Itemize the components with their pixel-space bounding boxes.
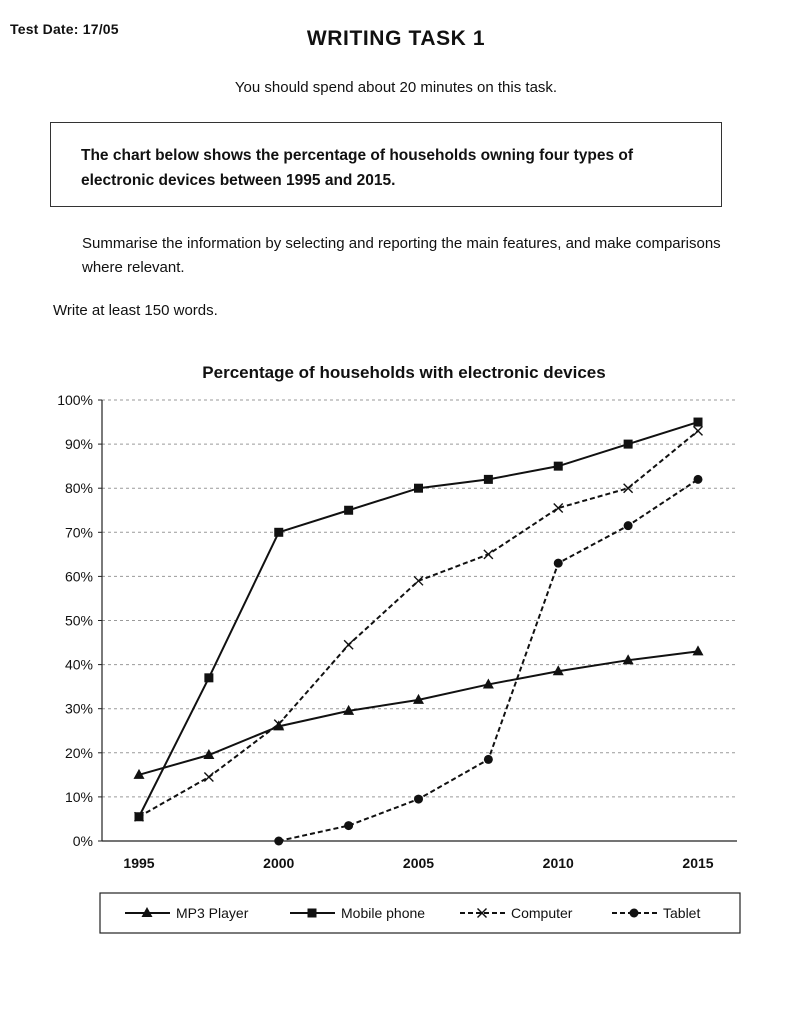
x-marker-stroke [477,908,487,918]
data-point-mp3-player [622,654,634,665]
data-point-tablet [483,754,493,764]
x-tick-label: 1995 [123,855,154,871]
legend-marker [629,908,639,918]
series-tablet [274,474,703,846]
data-point-computer [483,549,494,560]
series-mobile-phone [134,417,703,822]
y-tick-label: 70% [65,524,93,540]
data-point-mobile-phone [204,673,214,683]
x-marker-stroke [134,811,144,822]
data-point-tablet [274,836,284,846]
legend-marker [307,908,317,918]
legend-item-tablet: Tablet [612,905,700,921]
legend-label: Computer [511,905,573,921]
legend-label: Tablet [663,905,700,921]
y-tick-label: 10% [65,789,93,805]
legend-marker [477,908,487,918]
x-marker-stroke [483,549,494,560]
series-line-mobile-phone [138,421,699,818]
data-point-mobile-phone [344,505,354,515]
data-point-tablet [344,821,354,831]
data-point-computer [413,575,424,586]
x-tick-label: 2015 [682,855,713,871]
legend-item-mobile-phone: Mobile phone [290,905,425,921]
series-line-mp3-player [138,650,699,776]
y-tick-label: 50% [65,613,93,629]
data-point-tablet [623,521,633,531]
chart-tick-labels: 0% 10% 20% 30% 40% 50% 60% 70% 80% 90% 100% 1995 200… [57,392,714,871]
data-point-computer [623,483,634,494]
legend-item-mp3-player: MP3 Player [125,905,249,921]
legend-label: Mobile phone [341,905,425,921]
data-point-tablet [693,474,703,484]
data-point-mp3-player [413,693,424,704]
data-point-computer [203,772,214,783]
data-point-tablet [553,558,563,568]
instructions-text: Summarise the information by selecting a… [82,235,721,276]
task-title: WRITING TASK 1 [306,27,486,50]
series-computer [134,425,703,822]
prompt-box: The chart below shows the percentage of … [50,122,722,207]
data-point-mp3-player [343,704,355,715]
x-marker-stroke [203,772,214,783]
y-tick-label: 30% [65,701,93,717]
x-marker-stroke [273,719,284,730]
data-point-computer [693,425,703,436]
x-marker-stroke [343,639,354,650]
y-tick-label: 90% [65,436,93,452]
chart-title: Percentage of households with electronic… [202,363,605,382]
series-mp3-player [133,645,704,779]
data-point-mp3-player [692,645,704,656]
data-point-mp3-player [203,749,215,760]
chart-series [133,417,704,846]
word-count-text: Write at least 150 words. [53,302,218,319]
prompt-text: The chart below shows the percentage of … [81,147,634,189]
line-chart: Percentage of households with electronic… [57,363,741,934]
x-marker-stroke [693,425,703,436]
y-tick-label: 60% [65,568,93,584]
test-date: Test Date: 17/05 [10,21,119,37]
data-point-computer [343,639,354,650]
y-tick-label: 100% [57,392,93,408]
x-marker-stroke [553,503,564,514]
data-point-mp3-player [552,665,564,676]
chart-gridlines [102,399,737,798]
x-tick-label: 2005 [403,855,434,871]
legend-label: MP3 Player [176,905,249,921]
data-point-mobile-phone [693,417,703,427]
chart-legend: MP3 Player Mobile phone Computer Tablet [99,892,741,934]
data-point-computer [134,811,144,822]
x-marker-stroke [413,575,424,586]
x-marker-stroke [623,483,634,494]
y-tick-label: 80% [65,480,93,496]
legend-item-computer: Computer [460,905,573,921]
data-point-computer [553,503,564,514]
data-point-computer [273,719,284,730]
legend-marker [141,907,153,917]
data-point-mobile-phone [274,527,284,537]
data-point-mobile-phone [414,483,423,493]
data-point-mp3-player [482,678,494,689]
y-tick-label: 40% [65,657,93,673]
data-point-mobile-phone [623,439,633,449]
x-tick-label: 2010 [543,855,574,871]
y-tick-label: 0% [73,833,93,849]
data-point-mp3-player [133,768,145,779]
data-point-mobile-phone [483,474,493,484]
data-point-mobile-phone [553,461,563,471]
chart-axes [98,399,737,842]
y-tick-label: 20% [65,745,93,761]
data-point-tablet [414,794,423,804]
time-note: You should spend about 20 minutes on thi… [234,79,558,96]
x-tick-label: 2000 [263,855,294,871]
